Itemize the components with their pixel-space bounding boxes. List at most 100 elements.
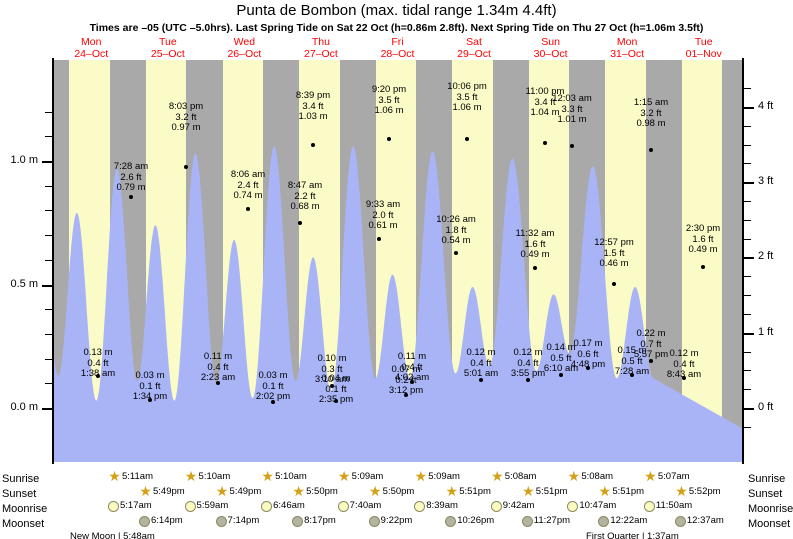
y-axis-right-label-1: 3 ft: [758, 175, 774, 188]
tide-label-line-1: 2.6 ft: [120, 171, 142, 183]
sunset-time: 5:49pm: [229, 485, 262, 497]
sunrise-row-label-left: Sunrise: [2, 473, 40, 485]
tide-label-line-2: 3:10 am: [314, 374, 350, 385]
sun-icon: ★: [139, 483, 152, 499]
y-tick-left-0.9: [45, 185, 52, 187]
sunrise-item-0: ★ 5:11am: [108, 469, 153, 483]
sun-icon: ★: [521, 483, 535, 499]
tide-extreme-label-2: 0.03 m 0.1 ft 1:34 pm: [132, 370, 168, 403]
moon-icon: [184, 500, 196, 512]
tide-extreme-dot-26: [649, 359, 653, 363]
y-tick-left-0.7: [45, 235, 52, 237]
sunrise-row-label-right: Sunrise: [748, 473, 786, 485]
sun-icon: ★: [445, 483, 458, 499]
tide-label-line-2: 4:48 pm: [570, 359, 606, 370]
y-tick-right-0: [744, 408, 754, 410]
tide-label-line-2: 4:02 am: [394, 372, 430, 383]
tide-extreme-label-17: 10:26 am 1.8 ft 0.54 m: [436, 214, 476, 247]
tide-label-line-1: 3.5 ft: [378, 94, 400, 106]
sunset-item-0: ★ 5:49pm: [139, 483, 184, 499]
moonset-time: 7:14pm: [227, 515, 260, 526]
y-tick-left-0.4: [45, 309, 52, 311]
moon-icon: [337, 500, 349, 512]
tide-label-line-0: 1:15 am: [633, 97, 669, 108]
sun-icon: ★: [337, 468, 351, 484]
tide-label-line-0: 0.07 m: [391, 364, 421, 375]
tide-extreme-dot-27: [649, 148, 653, 152]
day-header-date: 30–Oct: [533, 48, 568, 60]
y-axis-right-label-3: 1 ft: [758, 325, 774, 338]
moon-icon: [643, 500, 655, 512]
tide-extreme-label-23: 12:03 am 3.3 ft 1.01 m: [552, 93, 592, 126]
moonset-row-label-right: Moonset: [748, 518, 791, 530]
tide-label-line-2: 0.49 m: [688, 244, 718, 255]
tide-curve: [53, 146, 742, 462]
sunset-item-3: ★ 5:50pm: [369, 484, 414, 498]
tide-extreme-dot-6: [271, 400, 275, 404]
tide-label-line-1: 0.6 ft: [577, 348, 599, 360]
tide-label-line-1: 1.6 ft: [524, 238, 546, 250]
tide-label-line-0: 0.10 m: [317, 353, 347, 364]
tide-label-line-1: 0.2 ft: [395, 374, 417, 386]
tide-extreme-dot-14: [404, 393, 408, 397]
sunrise-item-7: ★ 5:07am: [644, 469, 689, 483]
moon-phase-first: First Quarter | 1:37am: [586, 531, 679, 539]
y-tick-right-2.75: [744, 200, 751, 202]
tide-extreme-dot-20: [559, 373, 563, 377]
moonrise-item-2: 6:46am: [261, 500, 305, 512]
moonset-time: 12:22am: [610, 515, 648, 526]
y-tick-left-1.2: [45, 111, 52, 113]
moonrise-row-label-left: Moonrise: [2, 503, 48, 515]
tide-label-line-1: 0.3 ft: [321, 363, 343, 375]
tide-label-line-1: 0.1 ft: [325, 383, 347, 395]
day-header-dow: Mon: [616, 36, 638, 48]
y-tick-right-3: [744, 182, 754, 185]
tide-label-line-2: 0.97 m: [171, 122, 201, 133]
sun-icon: ★: [490, 468, 504, 484]
moonset-time: 9:22pm: [380, 515, 413, 526]
tide-extreme-label-15: 10:06 pm 3.5 ft 1.06 m: [447, 81, 487, 114]
tide-label-line-1: 2.2 ft: [294, 190, 316, 202]
y-tick-right-3.75: [744, 125, 751, 127]
sunset-row-label-right: Sunset: [748, 488, 783, 500]
day-header-6: Sun 30–Oct: [512, 36, 589, 60]
moonset-time: 10:26pm: [457, 515, 495, 526]
sunset-item-6: ★ 5:51pm: [598, 484, 644, 498]
moonrise-time: 11:50am: [655, 500, 693, 511]
day-header-dow: Sat: [466, 36, 482, 48]
day-header-date: 29–Oct: [457, 48, 491, 60]
y-tick-right-4.25: [744, 88, 751, 90]
tide-label-line-0: 10:26 am: [436, 214, 476, 225]
tide-label-line-1: 3.4 ft: [534, 96, 556, 108]
tide-extreme-dot-28: [682, 376, 686, 380]
moonset-item-5: 11:27pm: [521, 515, 570, 527]
y-tick-right--0.25: [744, 426, 751, 428]
moon-icon: [414, 500, 426, 512]
y-tick-right-1.75: [744, 276, 751, 278]
sun-icon: ★: [414, 468, 427, 484]
y-axis-left-line: [52, 58, 54, 464]
tide-label-line-2: 0.46 m: [599, 258, 629, 269]
moonrise-item-4: 8:39am: [414, 500, 458, 512]
moon-icon: [139, 515, 150, 527]
tide-label-line-2: 3:12 pm: [388, 385, 424, 396]
y-tick-right-0.75: [744, 351, 751, 353]
day-header-dow: Thu: [311, 36, 330, 48]
tide-label-line-2: 1.04 m: [530, 107, 560, 118]
tide-label-line-1: 1.8 ft: [445, 224, 467, 236]
tide-extreme-label-14: 0.07 m 0.2 ft 3:12 pm: [388, 364, 424, 397]
moonrise-item-5: 9:42am: [490, 500, 534, 512]
tide-label-line-1: 0.7 ft: [640, 338, 662, 350]
tide-extreme-dot-16: [479, 378, 483, 382]
moonset-row-label-left: Moonset: [2, 518, 45, 530]
y-tick-right-2: [744, 257, 754, 260]
moonrise-item-3: 7:40am: [337, 500, 381, 512]
day-header-dow: Wed: [233, 36, 256, 48]
tide-label-line-2: 1:34 pm: [132, 391, 168, 402]
tide-label-line-0: 0.12 m: [513, 347, 543, 358]
moon-icon: [490, 500, 502, 512]
moonset-time: 8:17pm: [304, 515, 336, 526]
tide-extreme-label-10: 0.04 m 0.1 ft 2:35 pm: [319, 373, 353, 406]
tide-label-line-2: 5:01 am: [463, 368, 499, 379]
day-header-dow: Sun: [541, 36, 560, 48]
